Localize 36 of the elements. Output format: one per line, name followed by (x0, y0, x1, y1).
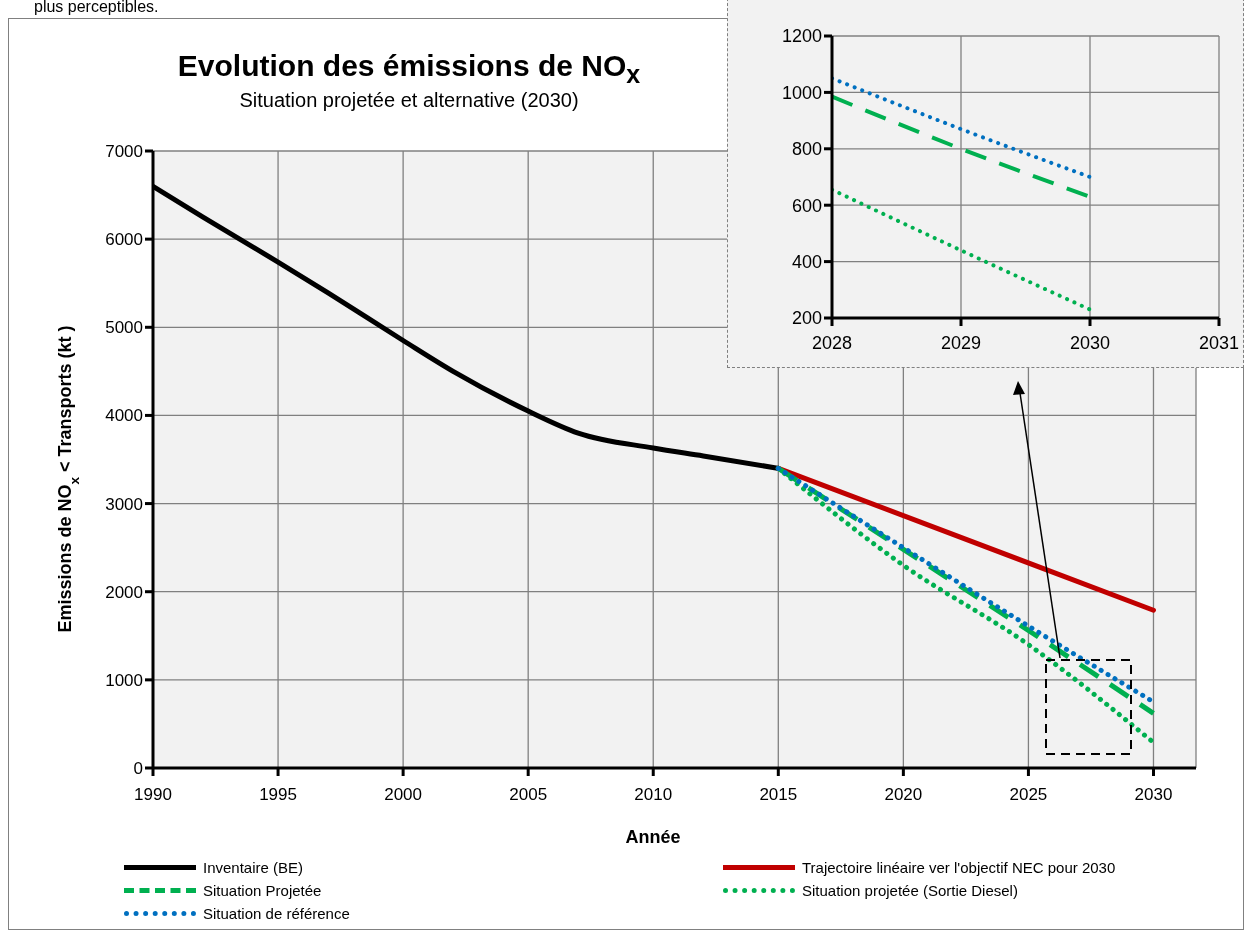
y-tick-label: 6000 (105, 230, 143, 250)
x-tick-label: 2005 (509, 785, 548, 805)
x-tick-label: 2000 (384, 785, 423, 805)
text: plus perceptibles. (34, 0, 159, 16)
x-tick-label: 2020 (884, 785, 923, 805)
legend-label: Situation Projetée (203, 882, 322, 899)
x-tick-label: 2030 (1069, 332, 1111, 353)
y-tick-label: 0 (133, 759, 143, 779)
x-tick-label: 2031 (1198, 332, 1240, 353)
x-axis-title: Année (624, 827, 682, 848)
chart-title: Evolution des émissions de NO$_{x}$ (176, 49, 642, 89)
y-tick-label: 1200 (781, 26, 822, 47)
y-tick-label: 4000 (105, 406, 143, 426)
y-tick-label: 1000 (105, 670, 143, 690)
legend-label: Situation projetée (Sortie Diesel) (802, 882, 1018, 899)
legend-label: Situation de référence (203, 905, 350, 922)
x-tick-label: 2025 (1009, 785, 1048, 805)
y-tick-label: 3000 (105, 494, 143, 514)
y-tick-label: 600 (791, 195, 822, 216)
y-tick-label: 200 (791, 308, 822, 329)
x-tick-label: 1995 (259, 785, 297, 805)
x-tick-label: 2029 (940, 332, 982, 353)
x-tick-label: 2010 (634, 785, 673, 805)
legend-label: Inventaire (BE) (203, 859, 304, 876)
x-tick-label: 2028 (811, 332, 853, 353)
y-tick-label: 5000 (105, 318, 143, 338)
y-tick-label: 400 (791, 251, 822, 272)
x-tick-label: 2015 (759, 785, 798, 805)
y-tick-label: 1000 (781, 82, 822, 103)
y-tick-label: 2000 (105, 582, 143, 602)
x-tick-label: 2030 (1134, 785, 1173, 805)
chart-subtitle: Situation projetée et alternative (2030) (238, 89, 580, 112)
x-tick-label: 1990 (134, 785, 172, 805)
y-tick-label: 800 (791, 139, 822, 160)
y-tick-label: 7000 (105, 142, 143, 162)
legend-label: Trajectoire linéaire ver l'objectif NEC pour 2030 (802, 859, 1116, 876)
